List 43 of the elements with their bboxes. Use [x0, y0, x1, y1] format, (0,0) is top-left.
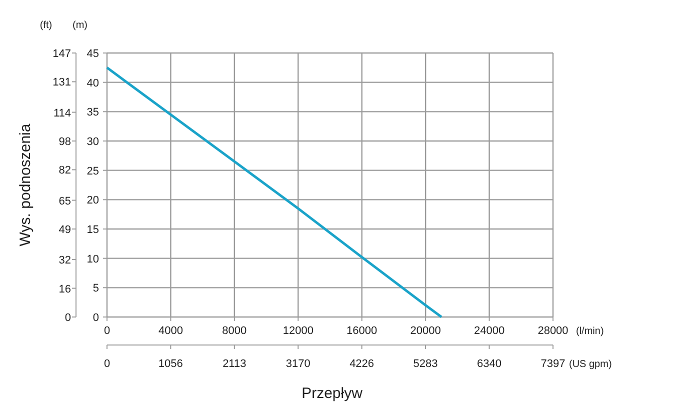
- x-tick-label: 28000: [538, 325, 568, 337]
- y2-tick-label: 25: [86, 165, 99, 178]
- text: (l/min): [576, 326, 604, 337]
- y2-tick-label: 15: [86, 224, 99, 236]
- line-series: [106, 66, 443, 318]
- x2-tick-label: 4226: [350, 358, 374, 370]
- y-tick-label: 16: [58, 283, 71, 296]
- y-tick-label: 32: [58, 254, 71, 267]
- y2-tick-label: 40: [86, 77, 99, 90]
- x2-tick-label: 3170: [286, 358, 310, 370]
- y2-tick-label: 45: [86, 48, 99, 60]
- x2-tick-label: 0: [104, 358, 110, 370]
- y2-tick-label: 30: [86, 136, 99, 148]
- y-tick-label: 0: [64, 312, 71, 324]
- text: (ft): [40, 20, 52, 31]
- y-tick-label: 65: [58, 195, 71, 208]
- x-tick-label: 4000: [158, 325, 183, 337]
- x2-axis-title: (US gpm): [569, 359, 612, 370]
- x-tick-label: 12000: [282, 325, 314, 337]
- y2-tick-label: 20: [86, 194, 99, 207]
- x2-tick-label: 7397: [540, 358, 566, 370]
- x-axis-title: Przepływ: [302, 385, 363, 402]
- x-tick-label: 20000: [410, 325, 441, 337]
- y2-tick-label: 0: [92, 312, 99, 324]
- y2-tick-label: 35: [86, 106, 99, 119]
- text: (m): [72, 20, 88, 31]
- x-tick-label: 8000: [222, 325, 247, 337]
- x2-tick-label: 1056: [158, 358, 183, 370]
- y-axis-title: Wys. podnoszenia: [17, 123, 34, 246]
- x-tick-label: 0: [104, 325, 110, 337]
- y-tick-label: 147: [52, 48, 71, 60]
- x2-tick-label: 5283: [413, 358, 438, 370]
- x-tick-label: 24000: [474, 325, 505, 337]
- y-tick-label: 114: [53, 107, 71, 120]
- x-tick-label: 16000: [346, 325, 378, 337]
- y-tick-label: 82: [58, 164, 71, 177]
- y-tick-label: 98: [58, 136, 71, 148]
- x2-tick-label: 6340: [477, 358, 502, 370]
- y2-tick-label: 10: [86, 253, 99, 266]
- y2-tick-label: 5: [92, 282, 99, 295]
- y-tick-label: 131: [52, 76, 71, 89]
- y-tick-label: 49: [58, 224, 71, 236]
- x2-tick-label: 2113: [222, 358, 246, 370]
